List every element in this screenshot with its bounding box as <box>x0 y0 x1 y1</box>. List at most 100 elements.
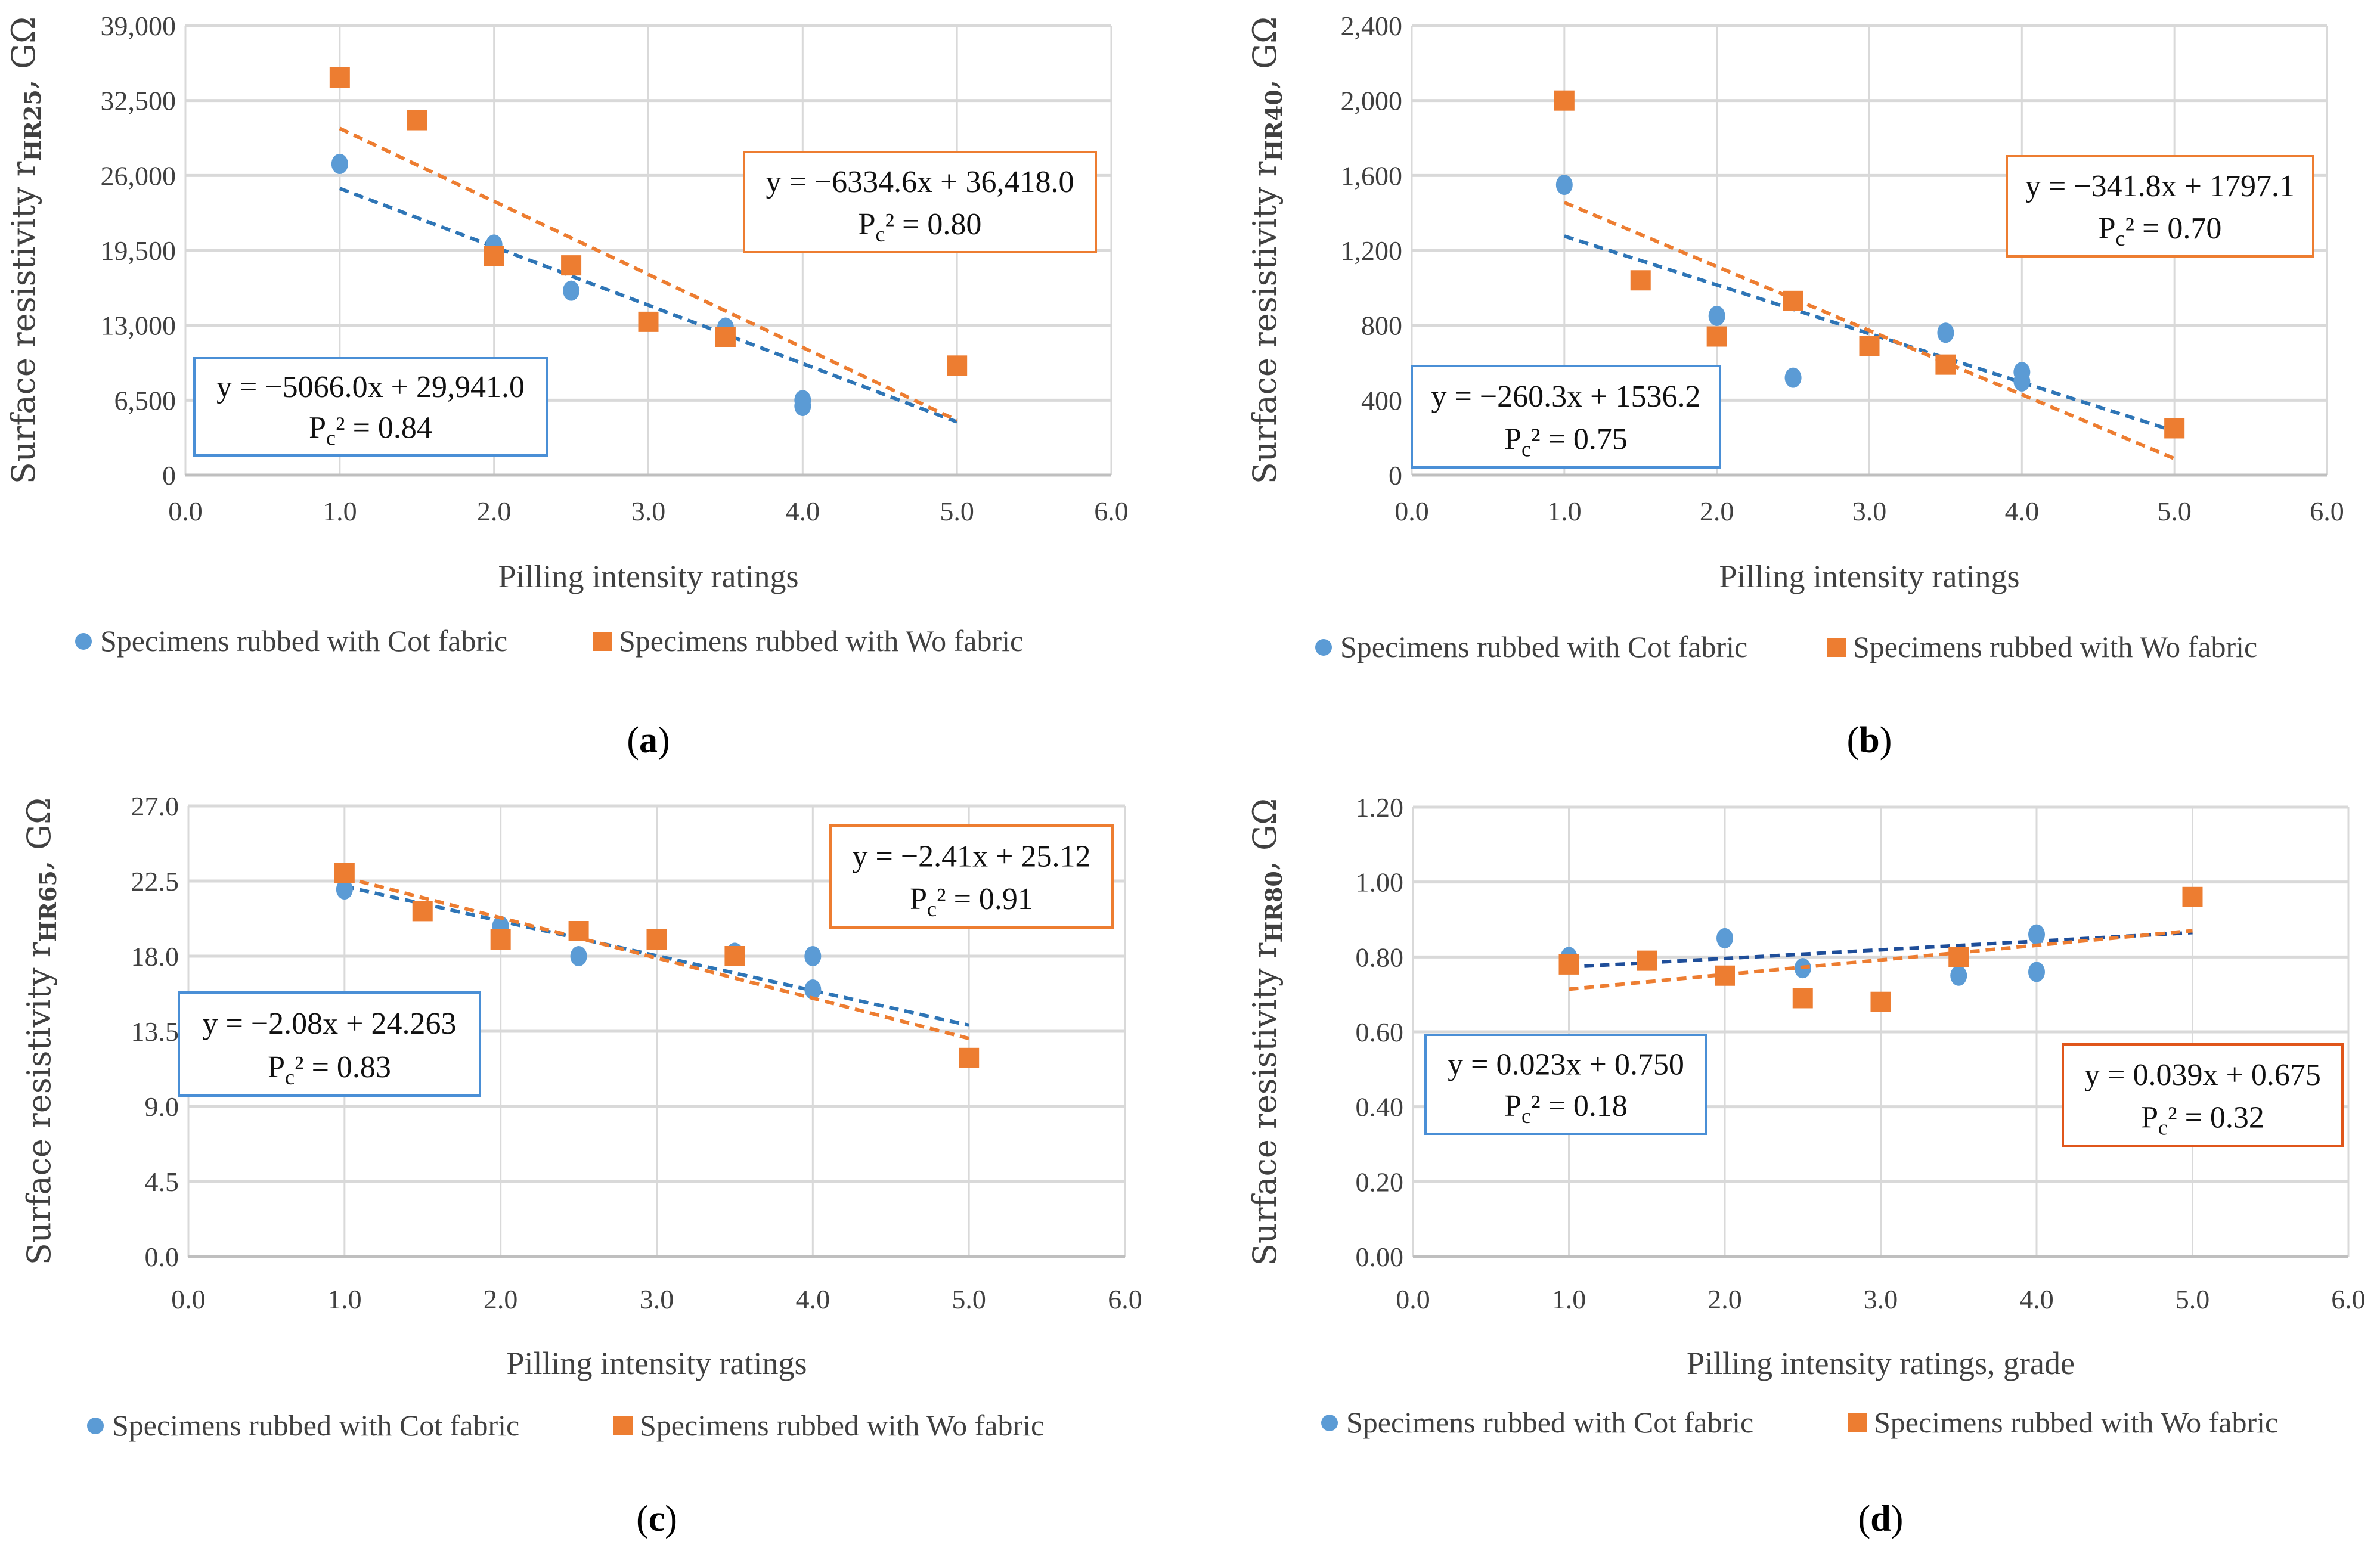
caption-paren: ( <box>627 720 639 761</box>
y-tick-label: 0.20 <box>1356 1167 1404 1197</box>
r-squared-label: Pc² = 0.18 <box>1504 1089 1628 1128</box>
cot-equation-box <box>178 991 481 1097</box>
legend-entry: Specimens rubbed with Cot fabric <box>1340 630 1747 663</box>
y-tick-label: 0.60 <box>1356 1017 1404 1047</box>
x-axis-label: Pilling intensity ratings <box>498 559 798 594</box>
wo-data-point <box>1715 965 1735 986</box>
x-tick-label: 0.0 <box>168 496 203 526</box>
r2-value: ² = 0.32 <box>2168 1100 2264 1134</box>
x-tick-label: 4.0 <box>2019 1284 2054 1314</box>
y-tick-label: 1.20 <box>1356 792 1404 823</box>
x-tick-label: 4.0 <box>2005 496 2040 526</box>
wo-equation-box <box>743 151 1097 253</box>
wo-data-point <box>490 929 511 950</box>
wo-equation-box <box>2062 1043 2344 1147</box>
wo-data-point <box>561 255 582 276</box>
cot-equation-box <box>193 357 548 457</box>
wo-data-point <box>724 946 745 966</box>
wo-data-point <box>1558 954 1579 975</box>
x-tick-label: 0.0 <box>171 1284 206 1314</box>
y-tick-label: 26,000 <box>101 160 176 191</box>
legend-cot-marker-icon <box>75 633 92 650</box>
r-squared-label: Pc² = 0.75 <box>1504 422 1628 461</box>
cot-data-point <box>570 946 587 966</box>
caption-paren: ( <box>1847 720 1860 761</box>
x-tick-label: 6.0 <box>2310 496 2344 526</box>
r-squared-label: Pc² = 0.83 <box>268 1050 391 1089</box>
x-tick-label: 2.0 <box>477 496 512 526</box>
r2-value: ² = 0.70 <box>2125 212 2221 246</box>
x-tick-label: 1.0 <box>323 496 357 526</box>
r2-value: ² = 0.83 <box>295 1050 391 1084</box>
wo-data-point <box>1630 270 1651 291</box>
cot-trendline <box>1563 234 2176 433</box>
cot-data-point <box>331 154 348 174</box>
cot-data-point <box>794 396 811 416</box>
trend-equation: y = 0.023x + 0.750 <box>1448 1047 1684 1081</box>
y-tick-label: 32,500 <box>101 86 176 116</box>
wo-data-point <box>646 929 667 950</box>
wo-data-point <box>484 246 504 266</box>
cot-trendline <box>344 884 969 1027</box>
cot-trendline <box>339 187 958 424</box>
wo-trendline <box>1569 929 2193 991</box>
wo-data-point <box>959 1047 980 1068</box>
r2-symbol: P <box>1504 1089 1521 1123</box>
y-axis-label-part: Surface resistivity r <box>20 942 58 1265</box>
wo-data-point <box>2164 418 2185 439</box>
wo-data-point <box>947 355 968 376</box>
y-tick-label: 400 <box>1361 385 1402 415</box>
panel-caption: (d) <box>1858 1499 1904 1539</box>
caption-letter: c <box>649 1499 665 1539</box>
r-squared-label: Pc² = 0.84 <box>309 411 432 450</box>
y-axis-label: Surface resistivity rHR40, GΩ <box>1246 17 1287 484</box>
legend-cot-marker-icon <box>1321 1415 1338 1431</box>
wo-data-point <box>715 327 736 347</box>
x-tick-label: 1.0 <box>327 1284 362 1314</box>
x-tick-label: 3.0 <box>1852 496 1887 526</box>
cot-data-point <box>2028 924 2045 945</box>
wo-trendline <box>1563 201 2176 461</box>
wo-data-point <box>1792 988 1813 1009</box>
cot-data-point <box>1784 367 1802 388</box>
x-tick-label: 2.0 <box>1707 1284 1742 1314</box>
caption-paren: ) <box>1880 720 1892 761</box>
x-tick-label: 4.0 <box>796 1284 830 1314</box>
legend-cot-marker-icon <box>1315 639 1332 656</box>
x-tick-label: 0.0 <box>1394 496 1429 526</box>
x-tick-label: 1.0 <box>1547 496 1582 526</box>
trend-equation: y = −2.41x + 25.12 <box>853 839 1091 873</box>
cot-data-point <box>336 879 353 900</box>
cot-data-point <box>804 946 822 966</box>
x-tick-label: 6.0 <box>1094 496 1129 526</box>
y-axis-label-part: HR40 <box>1260 89 1287 161</box>
panel-caption: (b) <box>1847 720 1892 761</box>
legend-entry: Specimens rubbed with Cot fabric <box>112 1409 519 1442</box>
y-tick-label: 6,500 <box>114 385 176 415</box>
r2-symbol: P <box>2099 212 2116 246</box>
x-axis-label: Pilling intensity ratings <box>1719 559 2019 594</box>
x-tick-label: 1.0 <box>1552 1284 1586 1314</box>
cot-data-point <box>1555 175 1573 196</box>
x-tick-label: 3.0 <box>1864 1284 1898 1314</box>
r2-symbol: P <box>910 882 927 916</box>
y-axis-label-part: Surface resistivity r <box>1246 161 1284 484</box>
x-tick-label: 5.0 <box>940 496 974 526</box>
y-tick-label: 2,000 <box>1341 86 1403 116</box>
r-squared-label: Pc² = 0.32 <box>2141 1100 2264 1139</box>
legend-entry: Specimens rubbed with Cot fabric <box>1346 1406 1753 1439</box>
wo-equation-box <box>2006 155 2314 258</box>
legend-cot-marker-icon <box>87 1418 104 1434</box>
cot-data-point <box>563 280 580 301</box>
x-tick-label: 3.0 <box>640 1284 674 1314</box>
wo-data-point <box>1706 326 1727 347</box>
y-axis-label-part: , GΩ <box>5 17 42 89</box>
trend-equation: y = −6334.6x + 36,418.0 <box>766 165 1074 199</box>
caption-letter: a <box>639 720 658 761</box>
legend-wo-marker-icon <box>1848 1413 1867 1432</box>
caption-paren: ( <box>1858 1499 1871 1539</box>
wo-trendline <box>339 126 958 422</box>
r-squared-label: Pc² = 0.70 <box>2099 212 2222 250</box>
wo-data-point <box>1554 90 1575 111</box>
y-axis-label-part: HR65 <box>35 870 61 942</box>
